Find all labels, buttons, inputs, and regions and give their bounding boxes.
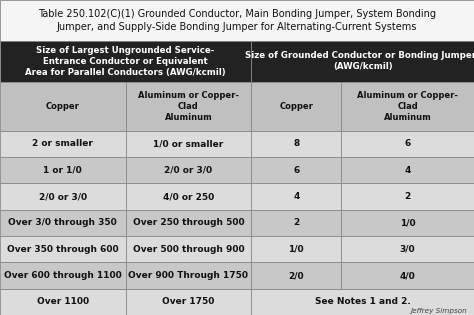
- Text: Copper: Copper: [46, 102, 80, 111]
- Text: 2 or smaller: 2 or smaller: [32, 139, 93, 148]
- Text: Table 250.102(C)(1) Grounded Conductor, Main Bonding Jumper, System Bonding
Jump: Table 250.102(C)(1) Grounded Conductor, …: [38, 9, 436, 32]
- Bar: [0, 41, 251, 82]
- Text: Size of Grounded Conductor or Bonding Jumper*
(AWG/kcmil): Size of Grounded Conductor or Bonding Ju…: [245, 51, 474, 72]
- Bar: [0, 131, 126, 157]
- Text: 2: 2: [293, 218, 300, 227]
- Bar: [251, 289, 474, 315]
- Bar: [341, 157, 474, 183]
- Text: 6: 6: [404, 139, 411, 148]
- Text: Over 1750: Over 1750: [162, 297, 215, 306]
- Bar: [341, 210, 474, 236]
- Bar: [0, 289, 126, 315]
- Text: Over 350 through 600: Over 350 through 600: [7, 245, 118, 254]
- Text: 4/0 or 250: 4/0 or 250: [163, 192, 214, 201]
- Text: 4/0: 4/0: [400, 271, 416, 280]
- Text: 1/0 or smaller: 1/0 or smaller: [153, 139, 224, 148]
- Text: 4: 4: [293, 192, 300, 201]
- Bar: [126, 289, 251, 315]
- Text: Aluminum or Copper-
Clad
Aluminum: Aluminum or Copper- Clad Aluminum: [138, 91, 239, 122]
- Bar: [0, 236, 126, 262]
- Bar: [126, 157, 251, 183]
- Text: Copper: Copper: [279, 102, 313, 111]
- Text: 1/0: 1/0: [400, 218, 415, 227]
- Bar: [251, 82, 341, 131]
- Bar: [251, 183, 341, 210]
- Bar: [126, 82, 251, 131]
- Bar: [0, 183, 126, 210]
- Bar: [0, 82, 126, 131]
- Text: Over 600 through 1100: Over 600 through 1100: [4, 271, 122, 280]
- Bar: [0, 157, 126, 183]
- Text: Over 900 Through 1750: Over 900 Through 1750: [128, 271, 248, 280]
- Text: Aluminum or Copper-
Clad
Aluminum: Aluminum or Copper- Clad Aluminum: [357, 91, 458, 122]
- Text: See Notes 1 and 2.: See Notes 1 and 2.: [315, 297, 410, 306]
- Text: Jeffrey Simpson: Jeffrey Simpson: [410, 308, 467, 314]
- Text: Size of Largest Ungrounded Service-
Entrance Conductor or Equivalent
Area for Pa: Size of Largest Ungrounded Service- Entr…: [25, 46, 226, 77]
- Bar: [126, 131, 251, 157]
- Bar: [0, 0, 474, 41]
- Text: 2/0 or 3/0: 2/0 or 3/0: [164, 166, 212, 175]
- Bar: [251, 262, 341, 289]
- Text: 1/0: 1/0: [289, 245, 304, 254]
- Text: 4: 4: [404, 166, 411, 175]
- Bar: [341, 82, 474, 131]
- Text: Over 500 through 900: Over 500 through 900: [133, 245, 244, 254]
- Bar: [126, 262, 251, 289]
- Text: 2/0 or 3/0: 2/0 or 3/0: [39, 192, 87, 201]
- Text: 1 or 1/0: 1 or 1/0: [44, 166, 82, 175]
- Bar: [251, 157, 341, 183]
- Bar: [251, 41, 474, 82]
- Bar: [341, 131, 474, 157]
- Bar: [341, 236, 474, 262]
- Bar: [251, 236, 341, 262]
- Bar: [126, 183, 251, 210]
- Bar: [251, 131, 341, 157]
- Text: 3/0: 3/0: [400, 245, 415, 254]
- Bar: [341, 183, 474, 210]
- Text: 2/0: 2/0: [289, 271, 304, 280]
- Text: 2: 2: [404, 192, 411, 201]
- Text: 6: 6: [293, 166, 300, 175]
- Text: Over 250 through 500: Over 250 through 500: [133, 218, 244, 227]
- Text: Over 3/0 through 350: Over 3/0 through 350: [9, 218, 117, 227]
- Bar: [341, 262, 474, 289]
- Bar: [126, 210, 251, 236]
- Text: 8: 8: [293, 139, 300, 148]
- Bar: [126, 236, 251, 262]
- Text: Over 1100: Over 1100: [37, 297, 89, 306]
- Bar: [0, 262, 126, 289]
- Bar: [0, 210, 126, 236]
- Bar: [251, 210, 341, 236]
